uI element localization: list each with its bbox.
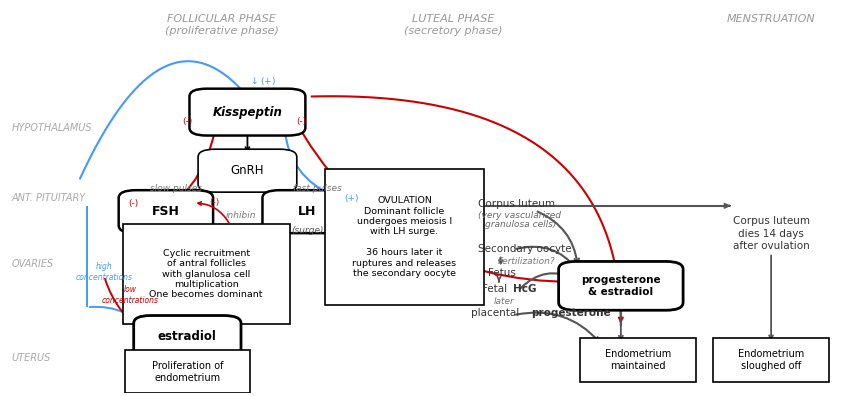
Text: estradiol: estradiol <box>158 330 217 343</box>
FancyBboxPatch shape <box>580 337 696 383</box>
Text: (-): (-) <box>182 117 193 126</box>
Text: HYPOTHALAMUS: HYPOTHALAMUS <box>11 123 92 133</box>
FancyBboxPatch shape <box>189 89 305 135</box>
Text: Fetus: Fetus <box>488 268 516 278</box>
Text: GnRH: GnRH <box>231 164 264 177</box>
Text: Secondary oocyte: Secondary oocyte <box>479 244 572 254</box>
Text: Corpus luteum: Corpus luteum <box>479 199 556 209</box>
FancyBboxPatch shape <box>134 316 241 358</box>
Text: (surge): (surge) <box>291 225 324 234</box>
FancyBboxPatch shape <box>125 350 250 393</box>
Text: ANT. PITUITARY: ANT. PITUITARY <box>11 193 86 203</box>
Text: LUTEAL PHASE
(secretory phase): LUTEAL PHASE (secretory phase) <box>404 15 503 36</box>
Text: Fetal: Fetal <box>482 284 507 293</box>
Text: OVARIES: OVARIES <box>11 259 54 269</box>
Text: dies 14 days: dies 14 days <box>738 229 804 239</box>
Text: after ovulation: after ovulation <box>733 241 810 251</box>
FancyBboxPatch shape <box>198 149 297 192</box>
Text: inhibin: inhibin <box>226 211 257 220</box>
Text: progesterone
& estradiol: progesterone & estradiol <box>581 275 661 297</box>
FancyBboxPatch shape <box>118 190 213 233</box>
FancyBboxPatch shape <box>123 225 290 324</box>
Text: FSH: FSH <box>152 205 180 218</box>
Text: Corpus luteum: Corpus luteum <box>733 217 810 227</box>
Text: Endometrium
sloughed off: Endometrium sloughed off <box>738 349 804 371</box>
Text: UTERUS: UTERUS <box>11 353 51 363</box>
FancyBboxPatch shape <box>713 337 829 383</box>
Text: progesterone: progesterone <box>531 308 611 318</box>
Text: (very vascularized: (very vascularized <box>479 211 562 220</box>
Text: OVULATION
Dominant follicle
undergoes meiosis I
with LH surge.

36 hours later i: OVULATION Dominant follicle undergoes me… <box>353 196 456 278</box>
Text: MENSTRUATION: MENSTRUATION <box>727 15 816 25</box>
Text: later: later <box>494 297 515 306</box>
Text: Kisspeptin: Kisspeptin <box>213 106 283 119</box>
Text: placental: placental <box>471 308 522 318</box>
Text: Fertilization?: Fertilization? <box>499 257 556 266</box>
Text: $\downarrow$(+): $\downarrow$(+) <box>250 75 276 87</box>
FancyBboxPatch shape <box>263 190 353 233</box>
FancyBboxPatch shape <box>325 169 484 305</box>
Text: Endometrium
maintained: Endometrium maintained <box>605 349 671 371</box>
Text: high
concentrations: high concentrations <box>75 263 132 282</box>
Text: low
concentrations: low concentrations <box>101 285 158 305</box>
Text: (+): (+) <box>344 194 359 202</box>
Text: (-): (-) <box>128 198 138 208</box>
Text: fast pulses: fast pulses <box>293 184 341 193</box>
Text: granulosa cells): granulosa cells) <box>486 220 556 229</box>
Text: (-): (-) <box>210 198 220 207</box>
Text: Proliferation of
endometrium: Proliferation of endometrium <box>151 361 223 383</box>
Text: LH: LH <box>298 205 317 218</box>
FancyBboxPatch shape <box>559 261 683 310</box>
Text: HcG: HcG <box>512 284 537 293</box>
Text: FOLLICULAR PHASE
(proliferative phase): FOLLICULAR PHASE (proliferative phase) <box>165 15 278 36</box>
Text: Cyclic recruitment
of antral follicles
with glanulosa cell
multiplication
One be: Cyclic recruitment of antral follicles w… <box>149 249 263 299</box>
Text: slow pulses: slow pulses <box>150 184 202 193</box>
Text: (-): (-) <box>296 117 307 126</box>
